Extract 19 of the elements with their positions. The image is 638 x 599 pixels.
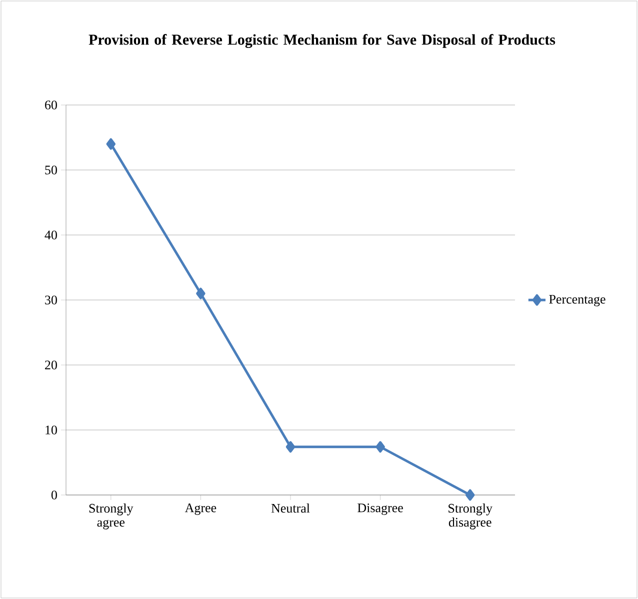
y-tick-label: 50 xyxy=(45,166,57,174)
point xyxy=(196,288,206,300)
point xyxy=(286,441,296,453)
point xyxy=(465,489,475,501)
chart-title: Provision of Reverse Logistic Mechanism for Save Disposal of Products xyxy=(88,34,556,48)
y-tick-label: 30 xyxy=(45,296,57,304)
legend-label: Percentage xyxy=(549,294,606,306)
point xyxy=(106,138,116,150)
y-tick-label: 0 xyxy=(51,490,57,500)
point xyxy=(376,441,385,453)
y-tick-label: 60 xyxy=(45,100,57,110)
x-tick-label: Disagree xyxy=(358,504,403,515)
x-tick-label: Neutral xyxy=(271,504,310,513)
y-tick-label: 20 xyxy=(45,360,57,370)
y-tick-label: 10 xyxy=(46,426,57,434)
x-tick-label: Agree xyxy=(184,504,216,515)
x-tick-label: Strongly agree xyxy=(89,504,134,530)
y-tick-label: 40 xyxy=(44,230,57,240)
x-tick-label: Strongly disagree xyxy=(448,504,492,530)
